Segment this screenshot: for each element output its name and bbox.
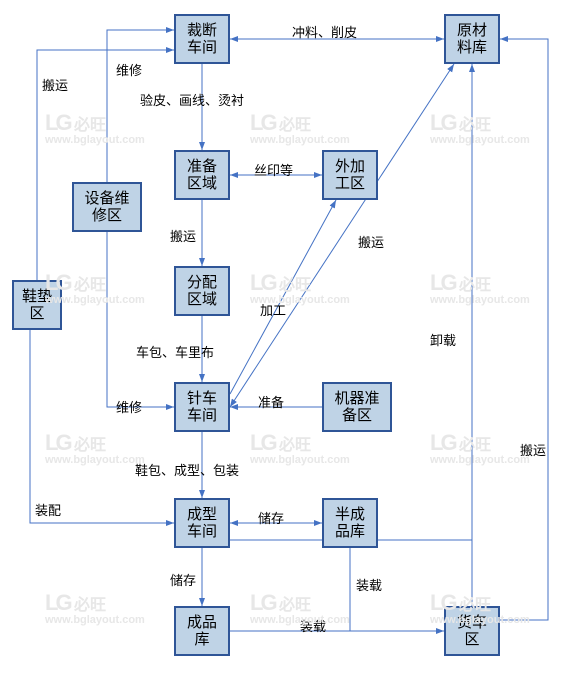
edge xyxy=(230,64,454,407)
watermark: LG 必旺www.bglayout.com xyxy=(430,270,530,306)
edge xyxy=(230,200,336,394)
edge-label: 维修 xyxy=(116,397,142,416)
edge-label: 搬运 xyxy=(520,440,546,459)
edge-label: 装配 xyxy=(35,500,61,519)
edge-label: 搬运 xyxy=(170,226,196,245)
edge xyxy=(107,232,174,407)
edge-label: 验皮、画线、烫衬 xyxy=(140,90,244,109)
node-zhunbei: 准备 区域 xyxy=(174,150,230,200)
watermark: LG 必旺www.bglayout.com xyxy=(250,110,350,146)
watermark: LG 必旺www.bglayout.com xyxy=(250,430,350,466)
edges-layer xyxy=(0,0,566,676)
edge-label: 装载 xyxy=(300,616,326,635)
edge-label: 车包、车里布 xyxy=(136,342,214,361)
edge xyxy=(500,39,548,620)
edge-label: 丝印等 xyxy=(254,160,293,179)
watermark: LG 必旺www.bglayout.com xyxy=(45,110,145,146)
edge xyxy=(230,540,472,606)
edge xyxy=(230,548,350,631)
edge-label: 加工 xyxy=(260,300,286,319)
node-huoche: 货车 区 xyxy=(444,606,500,656)
edge-label: 冲料、削皮 xyxy=(292,22,357,41)
edge-label: 卸载 xyxy=(430,330,456,349)
node-xiedian: 鞋垫 区 xyxy=(12,280,62,330)
edge-label: 装载 xyxy=(356,575,382,594)
watermark: LG 必旺www.bglayout.com xyxy=(45,590,145,626)
watermark: LG 必旺www.bglayout.com xyxy=(45,430,145,466)
node-waijiagong: 外加 工区 xyxy=(322,150,378,200)
edge-label: 搬运 xyxy=(358,232,384,251)
watermark: LG 必旺www.bglayout.com xyxy=(430,430,530,466)
edge-label: 储存 xyxy=(258,508,284,527)
node-jiqizhunbei: 机器准 备区 xyxy=(322,382,392,432)
edge-label: 维修 xyxy=(116,60,142,79)
edge-label: 鞋包、成型、包装 xyxy=(135,460,239,479)
edge-label: 准备 xyxy=(258,392,284,411)
edge-label: 搬运 xyxy=(42,75,68,94)
node-yuancailiao: 原材 料库 xyxy=(444,14,500,64)
node-chengpinku: 成品 库 xyxy=(174,606,230,656)
node-zhenche: 针车 车间 xyxy=(174,382,230,432)
edge-label: 储存 xyxy=(170,570,196,589)
node-banchengpin: 半成 品库 xyxy=(322,498,378,548)
node-caiduan: 裁断 车间 xyxy=(174,14,230,64)
node-fenpei: 分配 区域 xyxy=(174,266,230,316)
node-chengxing: 成型 车间 xyxy=(174,498,230,548)
node-weixiu: 设备维 修区 xyxy=(72,182,142,232)
watermark: LG 必旺www.bglayout.com xyxy=(430,110,530,146)
